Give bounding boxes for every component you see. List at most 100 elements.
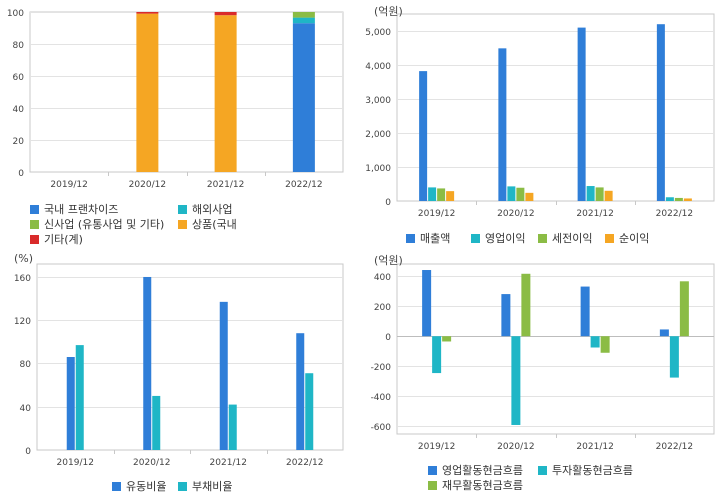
bar (136, 12, 159, 14)
legend-item[interactable]: 부채비율 (178, 478, 232, 494)
bar (580, 286, 590, 337)
bar (498, 48, 507, 202)
bar (604, 190, 613, 201)
bar (292, 12, 315, 18)
y-tick-label: 3,000 (365, 96, 391, 106)
bar (507, 186, 516, 201)
y-tick-label: 40 (13, 105, 25, 115)
plot-frame (396, 263, 715, 435)
legend-label: 세전이익 (552, 232, 593, 245)
bar (525, 192, 534, 201)
legend-label: 순이익 (619, 232, 650, 245)
legend-cashflow: 영업활동현금흐름 투자활동현금흐름 재무활동현금흐름 (360, 460, 720, 496)
bar (152, 395, 161, 450)
legend-item[interactable]: 영업이익 (471, 230, 525, 246)
x-tick-label: 2021/12 (576, 209, 613, 219)
y-tick-label: 80 (20, 360, 32, 370)
legend-item[interactable]: 해외사업 (178, 201, 232, 217)
x-tick-label: 2021/12 (207, 180, 244, 190)
y-tick-label: 60 (13, 73, 25, 83)
legend-label: 신사업 (유통사업 및 기타) (44, 218, 165, 231)
bar (143, 276, 152, 450)
bar (437, 188, 446, 201)
legend-item[interactable]: 기타(계) (30, 231, 83, 247)
legend-swatch (605, 233, 614, 243)
bar (305, 373, 314, 450)
bar (521, 273, 531, 337)
y-tick-label: 4,000 (365, 62, 391, 72)
legend-item[interactable]: 유동비율 (112, 478, 166, 494)
legend-label: 매출액 (420, 232, 451, 245)
legend-item[interactable]: 재무활동현금흐름 (428, 477, 523, 493)
legend-label: 국내 프랜차이즈 (44, 203, 119, 216)
legend-swatch (178, 481, 187, 491)
legend-item[interactable]: 순이익 (605, 230, 649, 246)
bar (600, 336, 610, 353)
bar (590, 336, 600, 348)
unit-label: (억원) (374, 254, 403, 267)
bar (501, 294, 511, 337)
x-tick-label: 2021/12 (576, 442, 613, 452)
legend-item[interactable]: 국내 프랜차이즈 (30, 201, 118, 217)
legend-swatch (178, 219, 187, 229)
legend-item[interactable]: 상품(국내 (178, 216, 237, 232)
x-tick-label: 2020/12 (497, 209, 534, 219)
bar (136, 13, 159, 172)
legend-swatch (112, 481, 121, 491)
x-tick-label: 2019/12 (57, 458, 94, 468)
bar (659, 329, 669, 337)
y-tick-label: 20 (13, 137, 25, 147)
bar (419, 71, 428, 202)
x-tick-label: 2020/12 (497, 442, 534, 452)
y-tick-label: 1,000 (365, 164, 391, 174)
bar (214, 12, 237, 16)
legend-swatch (428, 480, 437, 490)
bar (296, 333, 305, 450)
legend-item[interactable]: 세전이익 (538, 230, 592, 246)
bar (665, 197, 674, 201)
bar (432, 336, 442, 374)
legend-label: 재무활동현금흐름 (442, 479, 523, 492)
chart-cashflow-plot: -600 -400 -200 0 200 400 2019/12 2020/12 2021/12… (371, 263, 715, 452)
legend-label: 기타(계) (44, 233, 83, 246)
x-tick-label: 2019/12 (418, 442, 455, 452)
bar (516, 187, 525, 201)
legend-label: 상품(국내 (192, 218, 237, 231)
y-tick-label: 40 (20, 404, 32, 414)
x-tick-label: 2022/12 (285, 180, 322, 190)
y-tick-label: 120 (14, 317, 31, 327)
chart-ratios: (%) 0 40 80 120 160 2019/12 2020/12 2021/12 2022… (0, 250, 360, 496)
x-tick-label: 2022/12 (286, 458, 323, 468)
unit-label: (억원) (374, 5, 403, 18)
bar (292, 23, 315, 173)
legend-item[interactable]: 매출액 (406, 230, 450, 246)
legend-item[interactable]: 영업활동현금흐름 (428, 462, 523, 478)
bar (292, 17, 315, 24)
x-tick-label: 2019/12 (418, 209, 455, 219)
x-tick-label: 2022/12 (656, 442, 693, 452)
legend-label: 영업활동현금흐름 (442, 464, 523, 477)
chart-cashflow: (억원) -600 -400 -200 0 200 400 2019/12 2020/12 20… (360, 250, 720, 496)
legend-swatch (471, 233, 480, 243)
y-tick-label: 200 (374, 303, 391, 313)
chart-income: (억원) 0 1,000 2,000 3,000 4,000 5,000 2019/12 20… (360, 0, 720, 250)
plot-frame (36, 263, 344, 451)
x-tick-label: 2019/12 (50, 180, 87, 190)
legend-item[interactable]: 투자활동현금흐름 (538, 462, 633, 478)
legend-label: 부채비율 (192, 480, 233, 493)
chart-business-mix: 0 20 40 60 80 100 2019/12 2020/12 2021/12 2022/12… (0, 0, 360, 250)
x-tick-label: 2021/12 (210, 458, 247, 468)
bar (428, 187, 437, 201)
bar (586, 186, 595, 201)
legend-item[interactable]: 신사업 (유통사업 및 기타) (30, 216, 164, 232)
legend-label: 유동비율 (126, 480, 167, 493)
y-tick-label: 2,000 (365, 130, 391, 140)
bar (446, 191, 455, 201)
y-tick-label: 0 (18, 169, 24, 179)
legend-swatch (538, 233, 547, 243)
legend-ratios: 유동비율 부채비율 (0, 476, 360, 496)
x-tick-label: 2020/12 (133, 458, 170, 468)
y-tick-label: 0 (385, 198, 391, 208)
chart-income-plot: 0 1,000 2,000 3,000 4,000 5,000 2019/12 2020/12… (365, 13, 715, 219)
legend-swatch (428, 465, 437, 475)
